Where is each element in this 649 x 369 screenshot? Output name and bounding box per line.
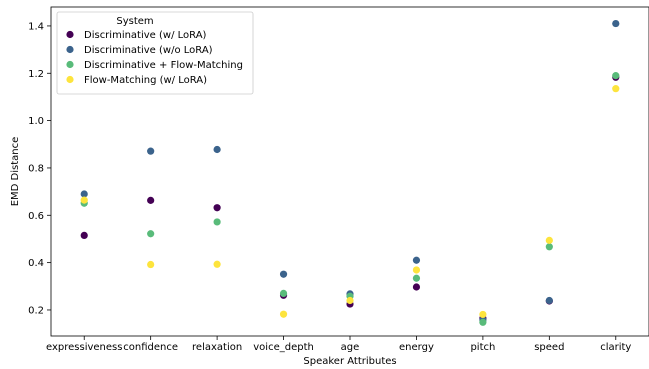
legend-entry: Discriminative (w/ LoRA) bbox=[84, 30, 207, 41]
data-point-series-2-expressiveness bbox=[80, 190, 88, 198]
data-point-series-4-clarity bbox=[612, 85, 620, 93]
data-point-series-3-speed bbox=[545, 243, 553, 251]
data-point-series-4-energy bbox=[412, 266, 421, 274]
x-axis: expressiveness confidence relaxation voice_… bbox=[46, 336, 631, 353]
data-point-series-4-speed bbox=[545, 236, 553, 244]
legend-entry: Discriminative + Flow-Matching bbox=[84, 60, 243, 71]
y-tick-label: 1.4 bbox=[28, 21, 44, 32]
x-tick-label: relaxation bbox=[192, 342, 242, 353]
legend-marker bbox=[66, 75, 74, 84]
data-points bbox=[80, 19, 620, 326]
legend-entry: Flow-Matching (w/ LoRA) bbox=[84, 75, 207, 86]
legend-marker bbox=[66, 45, 74, 54]
data-point-series-4-age bbox=[346, 296, 354, 305]
data-point-series-2-speed bbox=[545, 296, 553, 305]
x-tick-label: energy bbox=[399, 342, 434, 353]
legend-box bbox=[56, 11, 254, 95]
data-point-series-3-pitch bbox=[479, 318, 487, 326]
data-point-series-1-expressiveness bbox=[80, 231, 88, 240]
data-point-series-2-clarity bbox=[612, 19, 620, 28]
data-point-series-4-confidence bbox=[147, 260, 155, 269]
y-tick-label: 0.2 bbox=[28, 305, 44, 316]
data-point-series-3-clarity bbox=[612, 72, 620, 80]
data-point-series-2-relaxation bbox=[213, 145, 221, 154]
y-tick-label: 1.0 bbox=[28, 116, 44, 127]
legend-marker bbox=[66, 30, 74, 39]
data-point-series-3-relaxation bbox=[213, 218, 221, 226]
data-point-series-1-energy bbox=[412, 283, 421, 291]
y-axis: 0.2 0.4 0.6 0.8 1.0 1.2 1.4 bbox=[28, 21, 51, 316]
x-tick-label: pitch bbox=[470, 342, 495, 353]
legend-entry: Discriminative (w/o LoRA) bbox=[84, 45, 213, 56]
x-axis-label: Speaker Attributes bbox=[303, 356, 396, 367]
x-tick-label: voice_depth bbox=[253, 342, 314, 353]
legend-title: System bbox=[116, 16, 153, 27]
x-tick-label: expressiveness bbox=[46, 342, 122, 353]
data-point-series-4-pitch bbox=[479, 310, 487, 319]
x-tick-label: clarity bbox=[600, 342, 631, 353]
data-point-series-1-confidence bbox=[147, 196, 155, 204]
data-point-series-2-voice_depth bbox=[279, 270, 288, 278]
data-point-series-2-energy bbox=[412, 256, 421, 264]
data-point-series-3-confidence bbox=[147, 230, 155, 238]
y-axis-label: EMD Distance bbox=[10, 137, 21, 207]
legend-marker bbox=[66, 60, 74, 69]
x-tick-label: confidence bbox=[123, 342, 178, 353]
data-point-series-4-voice_depth bbox=[279, 310, 288, 318]
x-tick-label: age bbox=[341, 342, 360, 353]
y-tick-label: 0.8 bbox=[28, 163, 44, 174]
data-point-series-4-relaxation bbox=[213, 260, 221, 268]
data-point-series-3-voice_depth bbox=[279, 289, 288, 297]
legend: System Discriminative (w/ LoRA) Discrimin… bbox=[56, 11, 254, 95]
y-tick-label: 0.6 bbox=[28, 211, 44, 222]
y-tick-label: 0.4 bbox=[28, 258, 44, 269]
data-point-series-2-confidence bbox=[147, 147, 155, 155]
y-tick-label: 1.2 bbox=[28, 69, 44, 80]
x-tick-label: speed bbox=[534, 342, 564, 353]
data-point-series-3-energy bbox=[412, 274, 421, 282]
data-point-series-1-relaxation bbox=[213, 204, 221, 212]
data-point-series-4-expressiveness bbox=[80, 196, 88, 204]
